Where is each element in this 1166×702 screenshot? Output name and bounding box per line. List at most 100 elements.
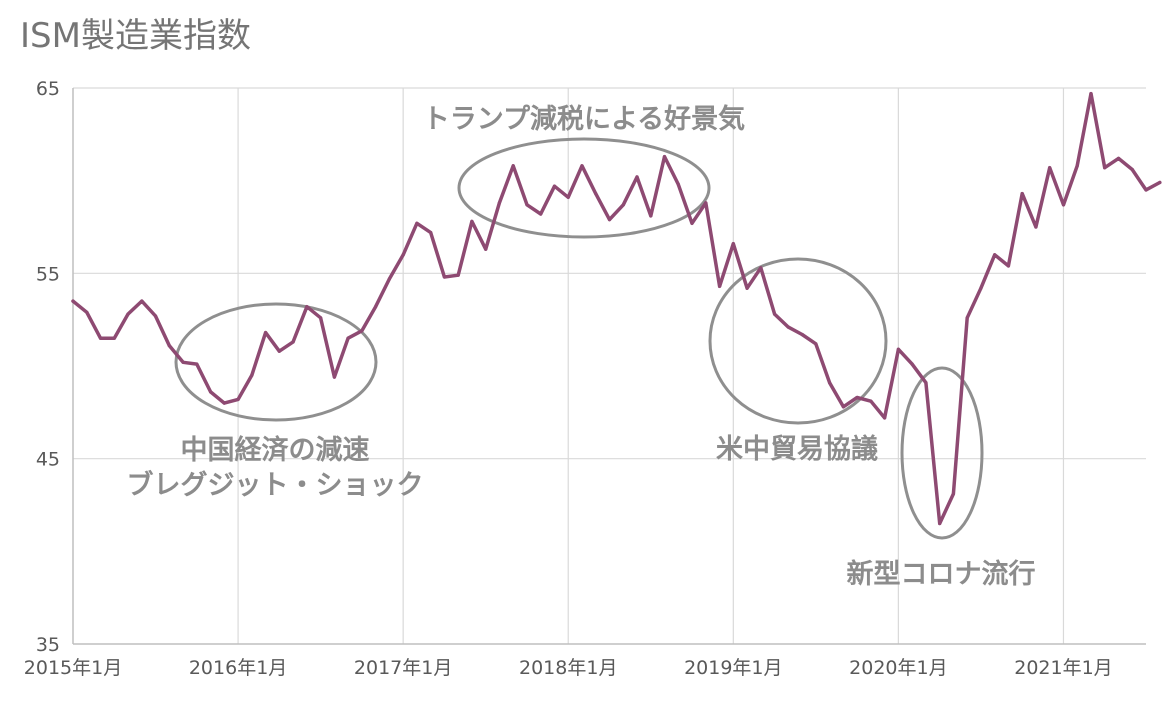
data-point [153, 314, 158, 318]
data-point [209, 390, 213, 394]
y-tick-label: 55 [36, 263, 60, 285]
data-point [883, 416, 887, 420]
data-point [938, 521, 942, 526]
data-point [951, 492, 956, 496]
data-point [236, 397, 240, 401]
chart-title: ISM製造業指数 [20, 16, 251, 56]
data-point [621, 203, 625, 207]
data-point [814, 342, 818, 346]
data-point [841, 405, 846, 409]
x-tick-label: 2019年1月 [684, 657, 782, 679]
data-point [112, 336, 116, 340]
data-point [910, 362, 914, 366]
data-point [635, 175, 639, 179]
y-tick-label: 65 [36, 78, 60, 100]
data-point [745, 286, 749, 290]
data-point [222, 401, 226, 405]
series-line [71, 91, 1162, 526]
data-point [662, 155, 667, 159]
data-point [525, 203, 529, 207]
data-point [1089, 92, 1093, 96]
data-point [896, 347, 901, 351]
data-point [374, 305, 378, 309]
tick-labels: 35 45 55 65 2015年1月 2016年1月 2017年1月 2018年1月 2019… [24, 78, 1113, 679]
data-point [429, 231, 433, 235]
x-tick-label: 2021年1月 [1014, 657, 1112, 679]
data-point [456, 273, 460, 277]
data-point [786, 325, 790, 329]
y-tick-label: 45 [36, 449, 60, 471]
data-point [759, 266, 763, 270]
data-point [181, 360, 185, 364]
data-point [167, 344, 171, 348]
data-point [71, 299, 75, 303]
data-point [731, 242, 735, 246]
data-point [965, 316, 969, 320]
data-point [470, 219, 474, 223]
data-point [305, 305, 309, 309]
data-point [126, 312, 130, 316]
annotation-label: 中国経済の減速 [181, 434, 370, 466]
data-point [979, 286, 983, 290]
data-point [250, 373, 254, 377]
data-point [704, 201, 708, 205]
data-point [291, 340, 295, 344]
data-point [1061, 203, 1066, 207]
x-tick-label: 2020年1月 [849, 657, 947, 679]
data-point [497, 201, 501, 205]
data-point [332, 375, 336, 379]
y-tick-label: 35 [36, 634, 60, 656]
annotation-ellipse [708, 257, 888, 425]
data-point [1006, 264, 1011, 268]
data-point [140, 299, 144, 303]
annotation-label: 米中貿易協議 [716, 434, 878, 465]
data-point [442, 275, 446, 279]
data-point [387, 277, 391, 281]
data-point [690, 221, 694, 225]
data-point [924, 381, 928, 385]
data-point [676, 182, 680, 186]
data-point [401, 253, 405, 257]
data-point [195, 362, 199, 366]
data-point [552, 184, 557, 188]
data-point [580, 164, 584, 168]
data-point [539, 212, 543, 216]
annotation-label: 新型コロナ流行 [847, 558, 1036, 590]
data-point [1116, 156, 1121, 160]
x-tick-label: 2016年1月 [189, 657, 287, 679]
data-point [1048, 166, 1052, 170]
annotation-ellipse [174, 302, 378, 422]
data-point [1144, 188, 1148, 192]
data-point [484, 247, 488, 251]
data-point [718, 284, 722, 288]
data-point [98, 336, 103, 340]
data-point [319, 316, 323, 320]
data-point [566, 195, 570, 199]
annotation-ellipse [457, 137, 711, 239]
data-point [511, 164, 515, 168]
data-point [277, 349, 281, 353]
data-point [415, 221, 419, 225]
data-point [1034, 225, 1038, 229]
data-point [594, 192, 598, 196]
data-point [1158, 180, 1162, 185]
x-tick-label: 2018年1月 [519, 657, 617, 679]
annotation-ellipse [900, 366, 984, 540]
annotation-label: トランプ減税による好景気 [423, 103, 745, 135]
data-point [773, 312, 777, 316]
series [71, 91, 1162, 526]
x-tick-label: 2015年1月 [24, 657, 122, 679]
data-point [993, 253, 997, 257]
grid-lines [73, 87, 1146, 644]
annotation-ellipses [174, 137, 984, 540]
data-point [264, 331, 268, 335]
data-point [1075, 164, 1079, 168]
data-point [800, 332, 804, 337]
data-point [649, 214, 653, 218]
x-tick-label: 2017年1月 [354, 657, 452, 679]
data-point [85, 310, 89, 314]
data-point [869, 399, 873, 403]
data-point [607, 218, 612, 222]
